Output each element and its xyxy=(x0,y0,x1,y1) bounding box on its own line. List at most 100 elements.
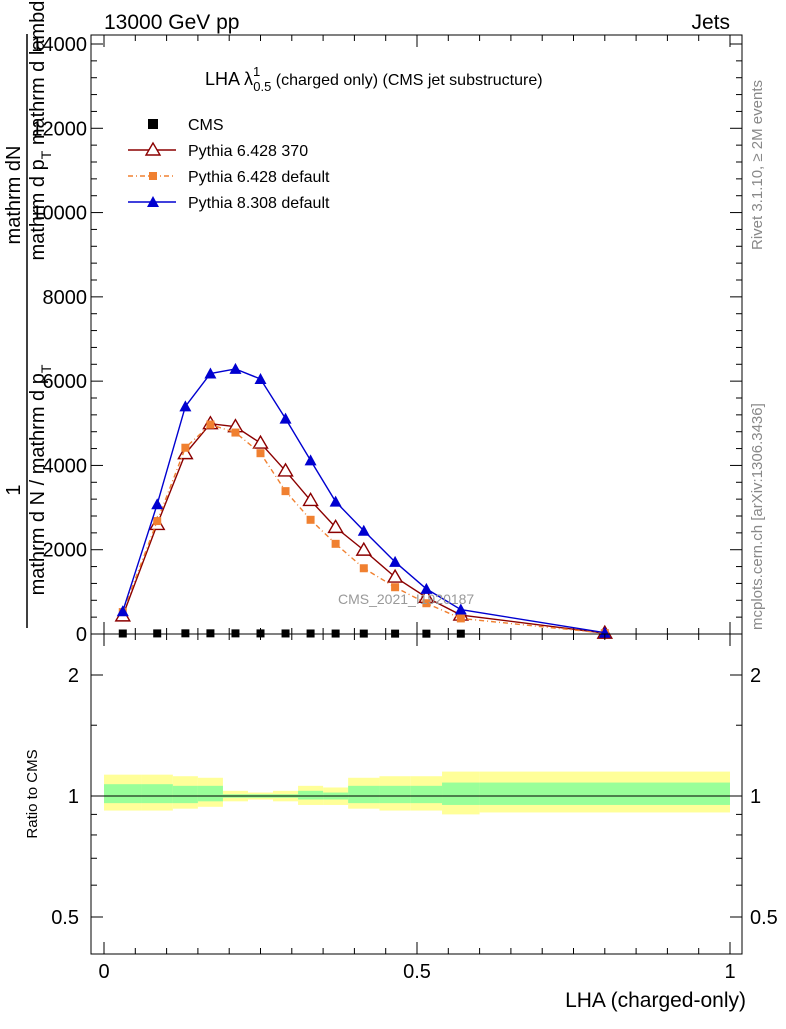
data-point xyxy=(456,614,465,623)
data-point xyxy=(355,541,373,556)
x-tick-label: 0.5 xyxy=(403,961,431,983)
data-point xyxy=(153,629,162,638)
ratio-y-axis-label: Ratio to CMS xyxy=(24,749,41,838)
data-point xyxy=(256,449,265,458)
ratio-y-tick-label-right: 0.5 xyxy=(750,907,778,929)
data-point xyxy=(181,443,190,452)
data-point xyxy=(422,599,431,608)
data-point xyxy=(206,420,215,429)
data-point xyxy=(598,626,611,638)
y-label-numerator: mathrm dN xyxy=(3,146,25,245)
ratio-y-tick-label-right: 2 xyxy=(750,665,761,687)
main-y-tick-label: 4000 xyxy=(43,455,88,477)
legend-marker xyxy=(144,141,162,156)
data-point xyxy=(181,629,190,638)
data-point xyxy=(304,454,317,466)
ratio-stat-uncertainty-band xyxy=(442,782,480,805)
data-point xyxy=(116,605,129,617)
plot-title-sub: 0.5 xyxy=(253,79,271,94)
data-point xyxy=(389,555,402,567)
data-point xyxy=(359,564,368,573)
legend-label: Pythia 6.428 default xyxy=(188,169,330,186)
main-y-tick-label: 6000 xyxy=(43,371,88,393)
data-point xyxy=(420,582,433,594)
ratio-y-tick-label: 0.5 xyxy=(51,907,79,929)
data-point xyxy=(386,568,404,583)
data-point xyxy=(329,495,342,507)
header-energy-label: 13000 GeV pp xyxy=(104,11,239,34)
mcplots-label: mcplots.cern.ch [arXiv:1306.3436] xyxy=(749,403,766,630)
data-point xyxy=(256,629,265,638)
ratio-stat-uncertainty-band xyxy=(172,785,198,804)
legend-marker xyxy=(149,172,157,180)
data-point xyxy=(279,412,292,424)
ratio-stat-uncertainty-band xyxy=(479,782,730,805)
y-label-prefactor: mathrm d N / mathrm d pT xyxy=(27,364,54,595)
y-label-dpt-sub: T xyxy=(38,150,54,159)
main-y-tick-label: 8000 xyxy=(43,287,88,309)
ratio-stat-uncertainty-band xyxy=(348,785,380,804)
rivet-version-label: Rivet 3.1.10, ≥ 2M events xyxy=(749,80,766,250)
data-point xyxy=(231,629,240,638)
data-point xyxy=(254,373,267,385)
main-x-axis xyxy=(103,35,731,634)
legend-label: Pythia 6.428 370 xyxy=(188,143,308,160)
data-point xyxy=(302,492,319,507)
ratio-stat-uncertainty-band xyxy=(197,785,223,802)
series-line xyxy=(122,422,605,634)
main-y-tick-label: 2000 xyxy=(43,540,88,562)
main-y-tick-label: 10000 xyxy=(31,203,87,225)
y-label-one: 1 xyxy=(3,484,25,495)
data-point xyxy=(204,367,217,379)
data-point xyxy=(331,539,340,548)
plot-title-sup: 1 xyxy=(253,64,260,79)
data-point xyxy=(391,583,400,592)
data-point xyxy=(277,462,294,477)
data-point xyxy=(206,629,215,638)
main-y-axis-label: 1 mathrm dN mathrm d pT mathrm d lambda … xyxy=(3,0,54,628)
ratio-stat-uncertainty-band xyxy=(379,785,411,804)
header-process-label: Jets xyxy=(691,11,730,34)
data-point xyxy=(306,629,315,638)
legend-label: Pythia 8.308 default xyxy=(188,195,330,212)
data-point xyxy=(229,362,242,374)
data-point xyxy=(281,487,290,496)
main-y-tick-label: 12000 xyxy=(31,118,87,140)
y-label-dn: mathrm dN xyxy=(3,146,25,245)
data-point xyxy=(153,517,162,526)
ratio-stat-uncertainty-band xyxy=(104,784,142,804)
legend: CMS Pythia 6.428 370 Pythia 6.428 default P… xyxy=(128,117,330,212)
data-point xyxy=(118,629,127,638)
plot-title-main: LHA λ xyxy=(205,69,253,89)
legend-marker xyxy=(147,196,159,207)
main-y-axis: 0 2000 4000 6000 8000 10000 12000 14000 xyxy=(31,34,742,646)
series-pythia-8-308-default xyxy=(116,362,611,638)
y-label-dlambda: mathrm d lambda xyxy=(27,0,49,151)
y-label-denominator: mathrm d pT mathrm d lambda xyxy=(27,0,54,260)
ratio-stat-uncertainty-band xyxy=(410,785,443,804)
legend-marker xyxy=(148,119,158,129)
ratio-y-tick-label: 1 xyxy=(68,786,79,808)
y-label-dndpt: mathrm d N / mathrm d p xyxy=(27,373,49,595)
y-label-dndpt-sub: T xyxy=(38,364,54,373)
ratio-plot-panel: 0.5 0.51 12 2 0 0.5 1 Ratio to CMS LHA (charg… xyxy=(24,633,778,1012)
ratio-stat-uncertainty-band xyxy=(141,784,173,804)
data-point xyxy=(177,445,194,460)
main-y-tick-label: 0 xyxy=(76,624,87,646)
data-point xyxy=(454,603,467,615)
plot-title-rest: (charged only) (CMS jet substructure) xyxy=(271,72,542,89)
series-line xyxy=(122,423,605,634)
data-point xyxy=(151,498,164,510)
data-point xyxy=(231,428,240,437)
x-tick-label: 1 xyxy=(724,961,735,983)
data-point xyxy=(179,400,192,412)
ratio-y-axis: 0.5 0.5 1 1 2 2 xyxy=(51,665,778,929)
ratio-y-tick-label: 2 xyxy=(68,665,79,687)
ratio-stat-uncertainty-band xyxy=(298,790,324,800)
main-y-tick-label: 14000 xyxy=(31,34,87,56)
data-point xyxy=(357,524,370,536)
ratio-x-axis: 0 0.5 1 xyxy=(98,634,736,983)
y-label-dpt: mathrm d p xyxy=(27,159,49,260)
